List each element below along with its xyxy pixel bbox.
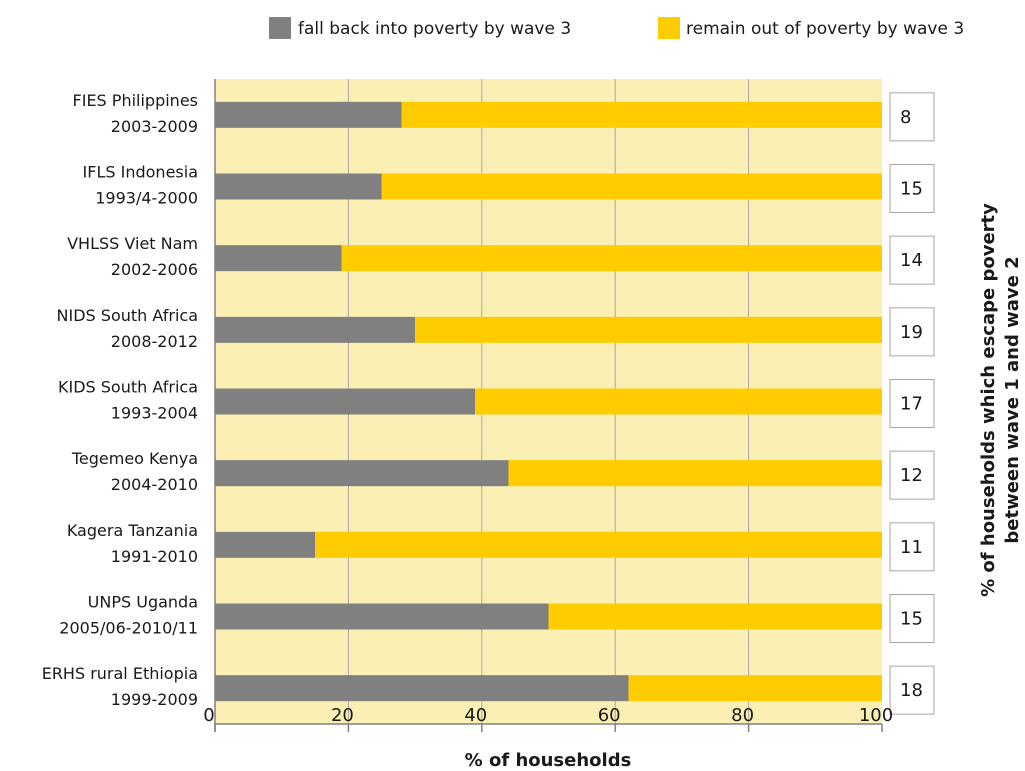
- category-label: 2005/06-2010/11: [59, 619, 198, 638]
- x-tick-label: 20: [331, 705, 354, 726]
- bar-remain-out: [548, 603, 882, 630]
- x-tick-label: 100: [859, 705, 893, 726]
- category-label: Tegemeo Kenya: [71, 449, 198, 468]
- side-value-label: 18: [900, 680, 923, 701]
- bar-remain-out: [381, 173, 882, 200]
- side-value-box: [889, 92, 935, 142]
- side-value-boxes: 8 15 14 19 17 12 11 15 18: [889, 92, 935, 715]
- bar-remain-out: [315, 531, 882, 558]
- side-value-box: [889, 594, 935, 643]
- legend-swatch-remain-out: [658, 17, 680, 39]
- side-value-box: [889, 235, 935, 285]
- bar-remain-out: [415, 316, 882, 343]
- category-label: IFLS Indonesia: [83, 163, 198, 182]
- category-label: UNPS Uganda: [88, 593, 198, 612]
- x-tick-label: 80: [731, 705, 754, 726]
- category-label: 2008-2012: [111, 332, 198, 351]
- category-label: FIES Philippines: [73, 91, 198, 110]
- side-value-label: 15: [900, 609, 923, 630]
- legend-label-fall-back: fall back into poverty by wave 3: [298, 19, 571, 39]
- bar-fall-back: [215, 101, 402, 128]
- legend: fall back into poverty by wave 3 remain o…: [269, 17, 964, 39]
- bar-remain-out: [401, 101, 882, 128]
- bar-remain-out: [341, 245, 883, 272]
- right-axis-title: % of households which escape poverty betw…: [978, 203, 1023, 597]
- bar-fall-back: [215, 460, 509, 487]
- category-label: 2004-2010: [111, 475, 198, 494]
- category-label: 2003-2009: [111, 117, 198, 136]
- side-value-label: 12: [900, 465, 923, 486]
- category-label: 1993-2004: [111, 404, 198, 423]
- category-labels: FIES Philippines 2003-2009 IFLS Indonesia 1…: [42, 91, 198, 709]
- side-value-label: 8: [900, 107, 911, 128]
- side-value-box: [889, 665, 935, 715]
- right-axis-title-line: % of households which escape poverty: [978, 203, 999, 597]
- side-value-box: [889, 164, 935, 213]
- category-label: KIDS South Africa: [58, 378, 198, 397]
- side-value-box: [889, 450, 935, 500]
- legend-swatch-fall-back: [269, 17, 291, 39]
- category-label: 1991-2010: [111, 547, 198, 566]
- category-label: 2002-2006: [111, 260, 198, 279]
- category-label: NIDS South Africa: [57, 306, 198, 325]
- bar-fall-back: [215, 173, 382, 200]
- side-value-label: 19: [900, 322, 923, 343]
- x-tick-label: 40: [464, 705, 487, 726]
- category-label: 1993/4-2000: [95, 189, 198, 208]
- bar-fall-back: [215, 245, 342, 272]
- bars: [215, 101, 883, 702]
- bar-remain-out: [508, 460, 882, 487]
- bar-fall-back: [215, 388, 476, 415]
- bar-fall-back: [215, 675, 629, 702]
- side-value-box: [889, 379, 935, 428]
- side-value-box: [889, 307, 935, 357]
- bar-remain-out: [628, 675, 882, 702]
- right-axis-title-line: between wave 1 and wave 2: [1002, 256, 1023, 543]
- x-axis: 0 20 40 60 80 100: [203, 79, 893, 732]
- bar-fall-back: [215, 316, 416, 343]
- side-value-label: 11: [900, 537, 923, 558]
- x-tick-label: 0: [203, 705, 214, 726]
- x-axis-title: % of households: [465, 750, 632, 771]
- category-label: Kagera Tanzania: [67, 521, 198, 540]
- category-label: 1999-2009: [111, 690, 198, 709]
- side-value-box: [889, 522, 935, 572]
- legend-label-remain-out: remain out of poverty by wave 3: [686, 19, 964, 39]
- category-label: VHLSS Viet Nam: [67, 234, 198, 253]
- bar-remain-out: [475, 388, 882, 415]
- side-value-label: 17: [900, 394, 923, 415]
- x-tick-label: 60: [598, 705, 621, 726]
- side-value-label: 14: [900, 250, 923, 271]
- bar-fall-back: [215, 603, 549, 630]
- category-label: ERHS rural Ethiopia: [42, 664, 198, 683]
- side-value-label: 15: [900, 179, 923, 200]
- bar-fall-back: [215, 531, 316, 558]
